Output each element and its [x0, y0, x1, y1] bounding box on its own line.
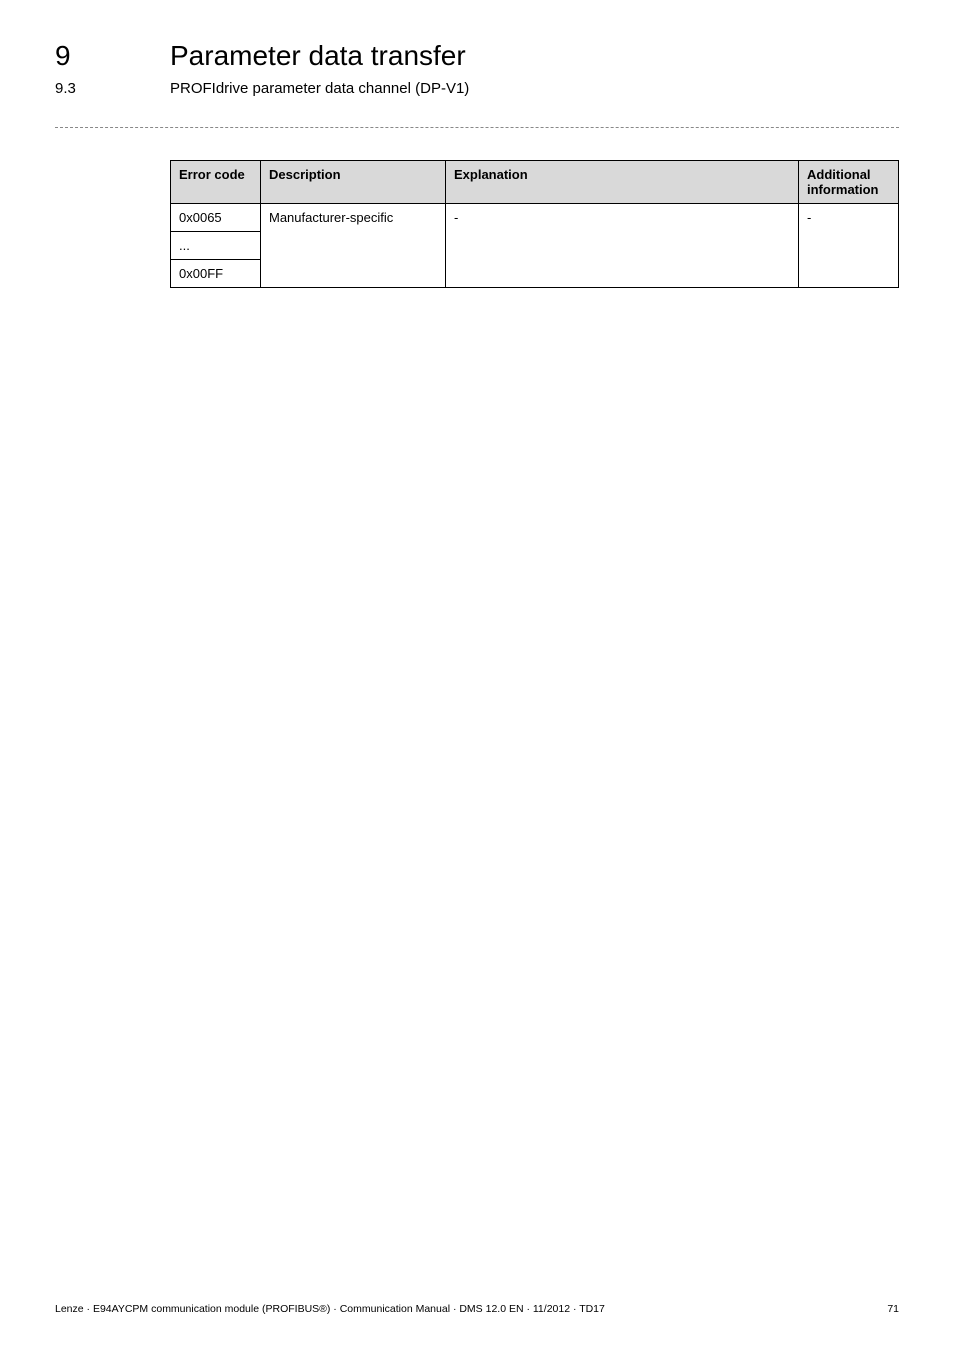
footer-text: Lenze · E94AYCPM communication module (P… [55, 1303, 605, 1315]
page-number: 71 [887, 1303, 899, 1315]
table-header-additional: Additional information [799, 161, 899, 204]
chapter-header: 9 Parameter data transfer [55, 40, 899, 72]
content-area: Error code Description Explanation Addit… [170, 160, 899, 288]
table-row: 0x0065 Manufacturer-specific - - [171, 204, 899, 232]
error-code-table: Error code Description Explanation Addit… [170, 160, 899, 288]
cell-description: Manufacturer-specific [261, 204, 446, 288]
chapter-number: 9 [55, 40, 170, 72]
table-header-errorcode: Error code [171, 161, 261, 204]
section-header: 9.3 PROFIdrive parameter data channel (D… [55, 80, 899, 97]
table-header-row: Error code Description Explanation Addit… [171, 161, 899, 204]
chapter-title: Parameter data transfer [170, 40, 466, 72]
cell-errorcode: 0x0065 [171, 204, 261, 232]
table-header-explanation: Explanation [446, 161, 799, 204]
cell-additional: - [799, 204, 899, 288]
cell-errorcode: 0x00FF [171, 260, 261, 288]
page-footer: Lenze · E94AYCPM communication module (P… [55, 1303, 899, 1315]
section-divider [55, 127, 899, 128]
cell-explanation: - [446, 204, 799, 288]
section-number: 9.3 [55, 80, 170, 97]
section-title: PROFIdrive parameter data channel (DP-V1… [170, 80, 469, 97]
table-header-description: Description [261, 161, 446, 204]
cell-errorcode: ... [171, 232, 261, 260]
